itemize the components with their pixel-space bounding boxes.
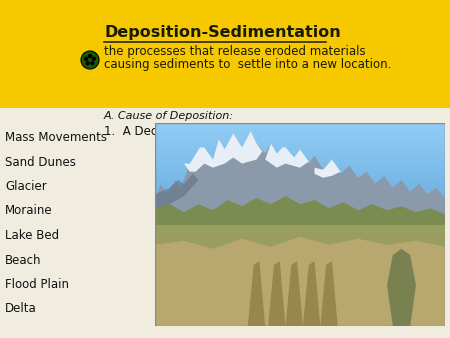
- Polygon shape: [265, 143, 309, 168]
- Text: causing sediments to  settle into a new location.: causing sediments to settle into a new l…: [104, 58, 392, 71]
- Text: Beach: Beach: [5, 254, 41, 266]
- Circle shape: [90, 61, 94, 66]
- Text: Glacier: Glacier: [5, 180, 47, 193]
- Circle shape: [88, 54, 92, 58]
- Polygon shape: [248, 261, 265, 326]
- Text: Deposition-Sedimentation: Deposition-Sedimentation: [104, 25, 341, 40]
- Text: Mass Movements: Mass Movements: [5, 131, 107, 144]
- Circle shape: [92, 56, 96, 61]
- Polygon shape: [268, 261, 285, 326]
- Text: Lake Bed: Lake Bed: [5, 229, 59, 242]
- Text: Moraine: Moraine: [5, 204, 53, 217]
- Polygon shape: [155, 237, 445, 326]
- Polygon shape: [303, 261, 320, 326]
- Polygon shape: [155, 196, 445, 255]
- Text: Flood Plain: Flood Plain: [5, 278, 69, 291]
- Text: 1.  A Decrease wind or water current velocity.: 1. A Decrease wind or water current velo…: [104, 125, 374, 138]
- Circle shape: [86, 61, 90, 66]
- Polygon shape: [387, 249, 416, 326]
- Bar: [0, 0, 450, 108]
- Polygon shape: [155, 131, 445, 214]
- Polygon shape: [320, 261, 338, 326]
- Text: Sand Dunes: Sand Dunes: [5, 155, 76, 169]
- Circle shape: [84, 56, 88, 61]
- Circle shape: [81, 51, 99, 69]
- Bar: [155, 224, 445, 249]
- Text: A. Cause of Deposition:: A. Cause of Deposition:: [104, 111, 234, 121]
- Text: Delta: Delta: [5, 303, 37, 315]
- Polygon shape: [315, 160, 341, 178]
- Text: the processes that release eroded materials: the processes that release eroded materi…: [104, 45, 365, 58]
- Polygon shape: [285, 261, 303, 326]
- Polygon shape: [155, 174, 198, 214]
- Polygon shape: [184, 131, 262, 172]
